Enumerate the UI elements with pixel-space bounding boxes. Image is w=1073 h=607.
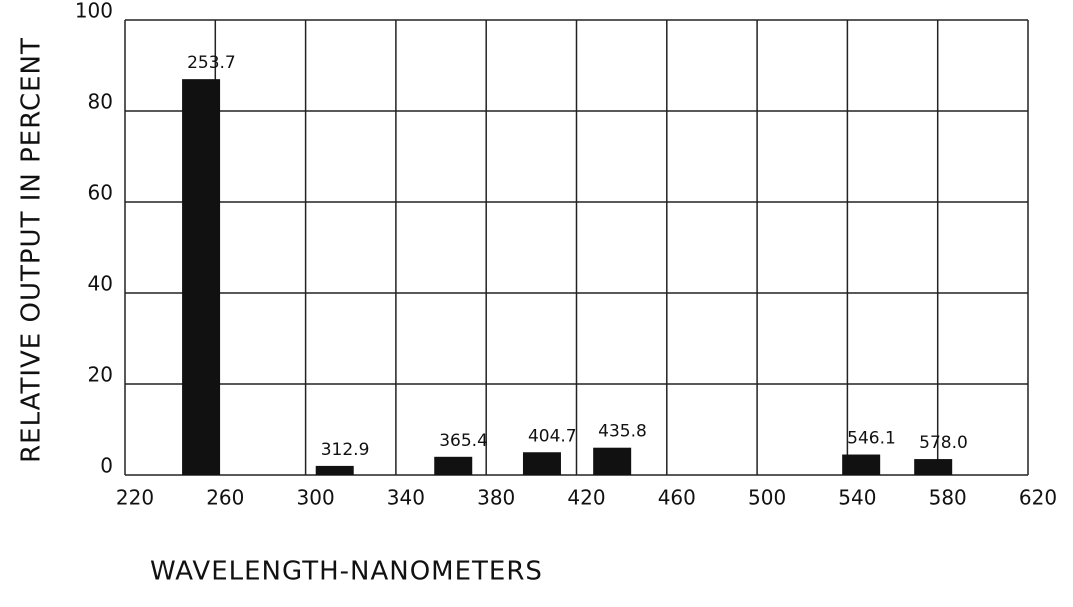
x-tick-label: 340 [387, 486, 425, 510]
y-tick-label: 60 [88, 181, 113, 205]
x-tick-label: 300 [297, 486, 335, 510]
x-tick-label: 580 [929, 486, 967, 510]
bar-label: 253.7 [187, 53, 236, 73]
y-tick-label: 80 [88, 90, 113, 114]
x-tick-label: 420 [567, 486, 605, 510]
y-tick-label: 20 [88, 363, 113, 387]
bar-label: 546.1 [847, 429, 896, 449]
chart: WAVELENGTH-NANOMETERS RELATIVE OUTPUT IN… [0, 0, 1073, 607]
y-axis-title: RELATIVE OUTPUT IN PERCENT [17, 37, 47, 463]
x-tick-label: 500 [748, 486, 786, 510]
x-tick-label: 540 [838, 486, 876, 510]
x-tick-label: 260 [206, 486, 244, 510]
x-tick-label: 460 [658, 486, 696, 510]
bar-label: 435.8 [598, 422, 647, 442]
bar [182, 79, 220, 475]
bar [316, 466, 354, 475]
bar-label: 365.4 [439, 431, 488, 451]
x-tick-label: 620 [1019, 486, 1057, 510]
y-tick-label: 100 [75, 0, 113, 23]
x-tick-label: 380 [477, 486, 515, 510]
bar [434, 457, 472, 475]
bar-label: 312.9 [321, 440, 370, 460]
x-axis-title: WAVELENGTH-NANOMETERS [150, 557, 543, 587]
x-tick-label: 220 [116, 486, 154, 510]
bar-label: 404.7 [528, 426, 577, 446]
bar-label: 578.0 [919, 433, 968, 453]
y-tick-label: 40 [88, 272, 113, 296]
bar [842, 455, 880, 475]
bar [914, 459, 952, 475]
bar [593, 448, 631, 475]
page: WAVELENGTH-NANOMETERS RELATIVE OUTPUT IN… [0, 0, 1073, 607]
y-tick-label: 0 [100, 454, 113, 478]
bar [523, 452, 561, 475]
